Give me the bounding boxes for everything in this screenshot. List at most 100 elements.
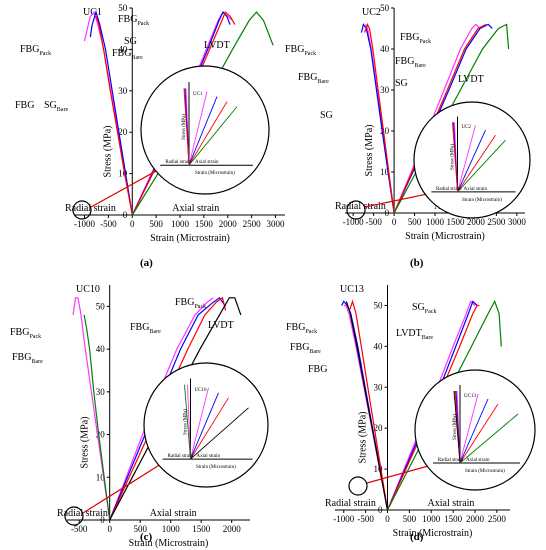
series-label: FBGBare — [112, 48, 143, 61]
inset-zoom: UC2 Radial strain Axial strain Strain (Micr… — [413, 101, 531, 219]
y-tick-label: 50 — [374, 300, 384, 310]
x-tick-label: 0 — [107, 524, 112, 534]
series-label: SG — [395, 78, 408, 89]
series-label: FBGPack — [20, 44, 51, 57]
inset-series-axial — [190, 407, 249, 460]
inset-series-axial — [190, 397, 229, 460]
axial-strain-label: Axial strain — [150, 508, 197, 519]
inset-x-label: Strain (Microstrain) — [462, 198, 502, 203]
series-label: FBGPack — [175, 297, 206, 310]
x-tick-label: 1000 — [422, 514, 441, 524]
series-label: FBG — [308, 364, 327, 375]
inset-series-axial — [457, 134, 496, 193]
series-label: FBGPack — [400, 32, 431, 45]
y-tick-label: 30 — [118, 86, 128, 96]
chart-panel-UC13: -1000 -500 0 500 1000 1500 2000 2500 0 10 20 30 40 50… — [286, 284, 536, 543]
x-tick-label: 0 — [392, 217, 397, 227]
x-tick-label: 1000 — [171, 219, 190, 229]
y-tick-label: 0 — [385, 208, 390, 218]
y-tick-label: 0 — [123, 210, 128, 220]
series-label: SGBare — [44, 100, 68, 113]
inset-radial-label: Radial strain — [438, 458, 464, 463]
x-tick-label: 1500 — [192, 524, 211, 534]
series-line-Radial (black) — [345, 301, 389, 511]
inset-series-axial — [457, 130, 486, 193]
series-label: FBGBare — [130, 322, 161, 335]
y-tick-label: 0 — [378, 505, 383, 515]
radial-strain-label: Radial strain — [325, 498, 376, 509]
x-tick-label: 2000 — [467, 217, 486, 227]
series-label: SG — [124, 36, 137, 47]
inset-series-axial — [188, 101, 228, 166]
x-tick-label: -1000 — [74, 219, 95, 229]
specimen-label: UC13 — [340, 284, 364, 295]
axial-strain-label: Axial strain — [428, 498, 475, 509]
y-tick-label: 40 — [118, 44, 128, 54]
y-tick-label: 40 — [96, 344, 106, 354]
inset-radial-label: Radial strain — [436, 187, 462, 192]
series-line-SG — [349, 299, 480, 511]
x-axis-label: Strain (Microstrain) — [393, 528, 473, 539]
series-label: FBGBare — [298, 72, 329, 85]
x-tick-label: 2500 — [243, 219, 262, 229]
series-label: FBGPack — [286, 322, 317, 335]
panel-letter: (d) — [410, 531, 424, 543]
inset-circle — [414, 369, 536, 491]
y-tick-label: 10 — [374, 464, 384, 474]
y-tick-label: 40 — [374, 341, 384, 351]
y-tick-label: 10 — [380, 167, 390, 177]
inset-series-radial — [184, 384, 191, 460]
series-label: FBGPack — [10, 327, 41, 340]
x-tick-label: 0 — [385, 514, 390, 524]
inset-series-axial — [457, 125, 476, 193]
inset-radial-label: Radial strain — [168, 454, 194, 459]
series-label: LVDT — [204, 40, 230, 51]
y-tick-label: 30 — [96, 387, 106, 397]
x-tick-label: 2000 — [223, 524, 242, 534]
x-axis-label: Strain (Microstrain) — [129, 538, 209, 549]
inset-zoom: UC10 Radial strain Axial strain Strain (Mic… — [143, 362, 269, 488]
inset-y-label: Stress (MPa) — [453, 414, 458, 440]
inset-series-radial — [183, 88, 190, 166]
y-tick-label: 50 — [96, 301, 106, 311]
inset-y-label: Stress (MPa) — [184, 409, 189, 435]
series-label: FBG — [15, 100, 34, 111]
inset-series-axial — [188, 106, 238, 166]
zoom-arrow — [90, 164, 167, 208]
series-line-FBG_Pack — [72, 297, 214, 521]
series-label: LVDT — [458, 74, 484, 85]
series-label: SG — [320, 110, 333, 121]
inset-series-axial — [459, 398, 489, 464]
y-tick-label: 40 — [380, 44, 390, 54]
inset-series-axial — [457, 139, 506, 193]
x-tick-label: 1000 — [426, 217, 445, 227]
inset-axial-label: Axial strain — [466, 458, 490, 463]
inset-y-label: Stress (MPa) — [182, 114, 187, 140]
x-tick-label: 1500 — [446, 217, 465, 227]
specimen-label: UC10 — [76, 284, 100, 295]
y-tick-label: 20 — [118, 127, 128, 137]
series-line-Radial (green) — [83, 314, 111, 521]
inset-specimen-label: UC1 — [193, 92, 203, 97]
series-label: FBGPack — [285, 44, 316, 57]
series-line-LVDT — [109, 297, 242, 521]
series-label: LVDT — [208, 320, 234, 331]
x-tick-label: 500 — [133, 524, 147, 534]
series-label: FBGBare — [395, 56, 426, 69]
x-axis-label: Strain (Microstrain) — [150, 233, 230, 244]
x-tick-label: 1000 — [162, 524, 181, 534]
inset-series-radial — [452, 122, 458, 192]
inset-circle — [143, 362, 269, 488]
y-tick-label: 20 — [374, 423, 384, 433]
inset-series-axial — [190, 387, 209, 460]
y-axis-label: Stress (MPa) — [102, 126, 113, 178]
x-tick-label: -500 — [357, 514, 374, 524]
inset-x-label: Strain (Microstrain) — [195, 171, 235, 176]
x-axis-label: Strain (Microstrain) — [405, 231, 485, 242]
x-tick-label: 2000 — [219, 219, 238, 229]
inset-series-radial — [453, 390, 461, 464]
y-tick-label: 0 — [100, 515, 105, 525]
inset-radial-label: Radial strain — [165, 160, 191, 165]
origin-zoom-circle — [346, 200, 366, 220]
